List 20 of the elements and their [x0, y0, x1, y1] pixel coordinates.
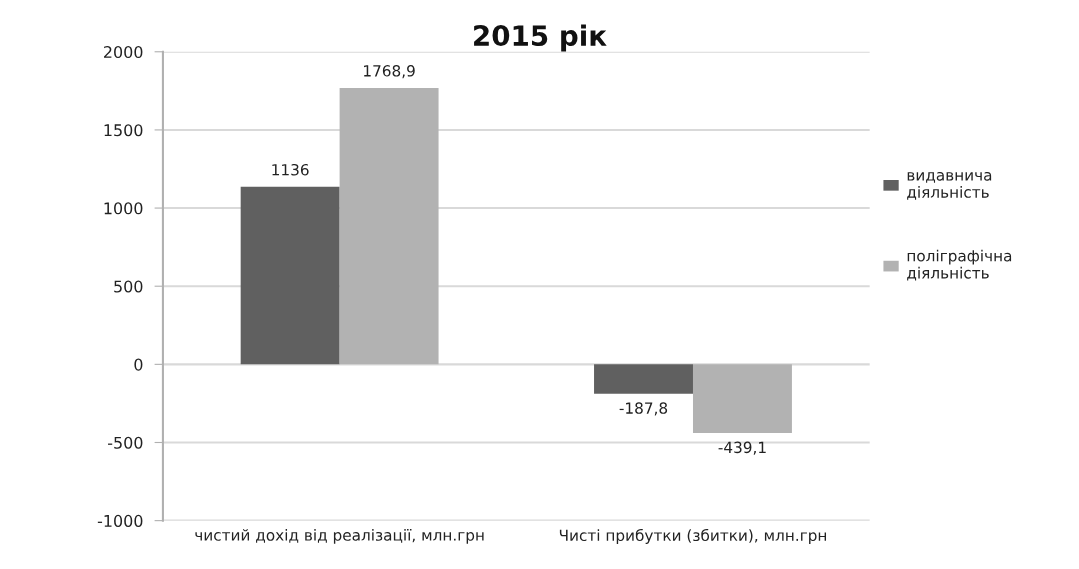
y-tick-label: 500: [114, 280, 143, 293]
bar: [240, 186, 340, 365]
y-tick-label: 2000: [104, 45, 143, 59]
y-tick-label: -1000: [97, 514, 143, 527]
chart-title: 2015 рік: [474, 24, 607, 52]
data-label: -187,8: [619, 402, 668, 416]
legend-label: поліграфічна діяльність: [907, 249, 1012, 281]
bar: [692, 364, 792, 433]
y-tick-label: -500: [108, 436, 143, 449]
y-tick-label: 1500: [104, 124, 143, 137]
x-tick-label: чистий дохід від реалізації, млн.грн: [195, 528, 484, 544]
legend-label: видавнича діяльність: [907, 171, 992, 200]
bar: [594, 364, 693, 394]
data-label: -439,1: [718, 441, 766, 455]
y-tick-label: 1000: [104, 202, 143, 215]
data-label: 1136: [272, 163, 309, 176]
bar: [339, 87, 439, 365]
data-label: 1768,9: [364, 65, 415, 79]
x-tick-label: Чисті прибутки (збитки), млн.грн: [559, 528, 827, 545]
y-tick-label: 0: [134, 358, 143, 371]
